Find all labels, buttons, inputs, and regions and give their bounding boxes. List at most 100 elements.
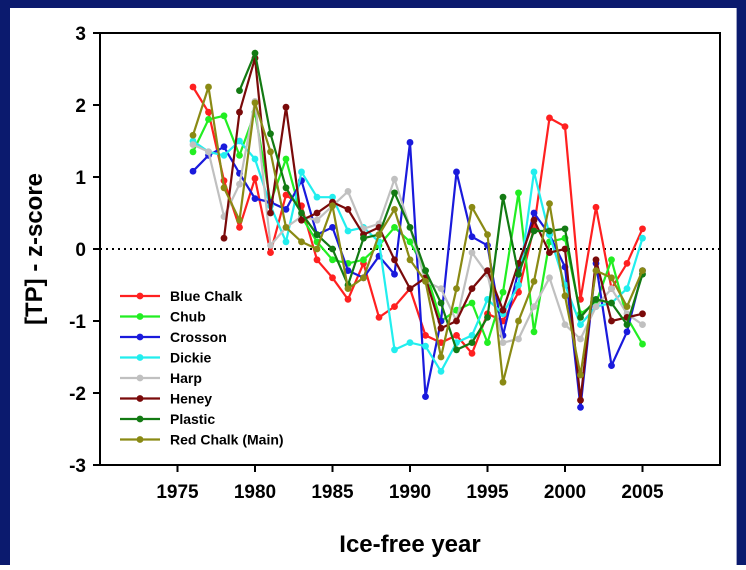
series-layer — [189, 49, 646, 411]
data-point — [577, 404, 584, 411]
data-point — [530, 216, 538, 224]
data-point — [422, 267, 429, 274]
data-point — [236, 224, 243, 231]
series-line — [222, 57, 643, 401]
data-point — [344, 267, 352, 274]
data-point — [391, 224, 398, 231]
data-point — [592, 296, 600, 303]
data-point — [344, 296, 352, 303]
data-point — [515, 281, 522, 289]
data-point — [468, 233, 476, 241]
data-point — [406, 224, 414, 231]
data-point — [608, 362, 615, 370]
data-point — [468, 285, 476, 292]
data-point — [530, 209, 538, 217]
axis-layer: 1975 1980 1985 1990 1995 2000 2005 3 2 1 0 -1 -2 -3 — [69, 24, 721, 503]
x-tick-label: 2005 — [621, 482, 664, 503]
data-point — [561, 245, 569, 253]
data-point — [546, 200, 553, 208]
data-point — [530, 328, 538, 336]
data-point — [639, 310, 646, 318]
legend: Blue Chalk Chub Crosson Dickie Harp Heney Plas… — [120, 288, 284, 448]
data-point — [406, 339, 414, 346]
data-point — [499, 378, 507, 386]
data-point — [329, 245, 336, 253]
y-tick-label: 2 — [75, 96, 86, 117]
y-tick-label: -1 — [69, 312, 86, 333]
data-point — [639, 340, 646, 348]
data-point — [391, 256, 398, 264]
data-point — [329, 274, 336, 282]
data-point — [422, 342, 429, 350]
data-point — [267, 242, 274, 249]
data-point — [437, 299, 445, 307]
data-point — [391, 206, 398, 213]
legend-swatch-marker — [136, 436, 144, 443]
legend-entry-label: Chub — [170, 309, 206, 325]
data-point — [313, 256, 321, 264]
legend-swatch-marker — [136, 415, 144, 423]
data-point — [484, 339, 491, 346]
data-point — [267, 148, 274, 156]
data-point — [546, 274, 553, 282]
data-point — [391, 303, 398, 310]
legend-entry-label: Harp — [170, 370, 202, 386]
legend-entry-label: Blue Chalk — [170, 288, 243, 304]
data-point — [623, 328, 631, 336]
data-point — [592, 303, 600, 310]
data-point — [623, 303, 631, 310]
data-point — [236, 152, 243, 159]
data-point — [267, 249, 274, 256]
data-point — [205, 108, 212, 116]
data-point — [437, 285, 445, 292]
data-point — [220, 234, 228, 242]
data-point — [282, 206, 290, 213]
series-7 — [189, 83, 646, 386]
data-point — [499, 288, 507, 296]
y-tick-label: -2 — [69, 384, 86, 405]
data-point — [515, 189, 522, 197]
data-point — [484, 314, 491, 321]
data-point — [422, 393, 429, 400]
data-point — [437, 353, 445, 361]
data-point — [236, 180, 243, 188]
data-point — [530, 227, 538, 235]
data-point — [639, 267, 646, 274]
data-point — [298, 216, 305, 224]
data-point — [639, 321, 646, 328]
y-tick-label: 0 — [75, 240, 86, 261]
data-point — [282, 191, 290, 199]
data-point — [515, 335, 522, 343]
legend-swatch-marker — [136, 333, 144, 341]
data-point — [577, 321, 584, 328]
data-point — [546, 249, 553, 256]
data-point — [220, 184, 228, 192]
data-point — [577, 335, 584, 343]
legend-entry-label: Heney — [170, 391, 212, 407]
y-tick-label: 1 — [75, 168, 86, 189]
data-point — [360, 274, 367, 282]
data-point — [453, 317, 460, 325]
data-point — [468, 339, 476, 346]
data-point — [205, 83, 212, 91]
data-point — [189, 148, 197, 156]
data-point — [391, 189, 398, 197]
data-point — [499, 306, 507, 314]
data-point — [608, 274, 615, 282]
y-axis-label: [TP] - z-score — [21, 173, 48, 325]
legend-entry-label: Crosson — [170, 329, 227, 345]
data-point — [375, 314, 383, 321]
data-point — [236, 137, 243, 145]
series-line — [191, 86, 644, 383]
data-point — [313, 245, 321, 253]
data-point — [468, 350, 476, 357]
data-point — [329, 224, 336, 231]
data-point — [282, 224, 290, 231]
data-point — [313, 193, 321, 201]
data-point — [422, 332, 429, 339]
y-tick-label: -3 — [69, 456, 86, 477]
data-point — [561, 123, 569, 130]
data-point — [205, 148, 212, 156]
data-point — [236, 87, 243, 94]
data-point — [608, 256, 615, 264]
